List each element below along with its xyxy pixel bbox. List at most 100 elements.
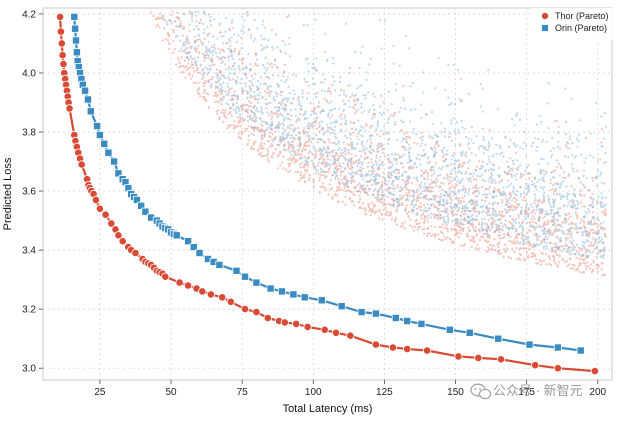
thor-pareto-point xyxy=(263,313,272,323)
axes: Total Latency (ms) Predicted Loss 25 50 75… xyxy=(2,9,607,415)
orin-pareto-point xyxy=(172,231,181,240)
thor-pareto-point xyxy=(553,364,563,373)
orin-pareto-point xyxy=(137,201,146,210)
x-tick-label: 175 xyxy=(518,387,535,398)
orin-pareto-point xyxy=(215,260,224,269)
x-tick-label: 150 xyxy=(447,387,464,398)
thor-pareto-point xyxy=(161,272,170,281)
thor-pareto-point xyxy=(388,343,397,352)
orin-pareto-point xyxy=(100,139,109,148)
thor-pareto-point xyxy=(59,59,68,69)
thor-pareto-point xyxy=(252,307,261,317)
orin-pareto-point xyxy=(289,290,298,299)
x-axis-title: Total Latency (ms) xyxy=(283,403,373,415)
orin-pareto-point xyxy=(232,266,241,275)
orin-pareto-point xyxy=(465,328,474,337)
thor-pareto-point xyxy=(240,304,250,314)
thor-pareto-point xyxy=(218,293,227,302)
x-tick-label: 100 xyxy=(305,387,322,398)
thor-pareto-point xyxy=(58,51,67,60)
orin-pareto-point xyxy=(81,86,90,95)
x-tick-label: 25 xyxy=(94,387,106,398)
background-samples xyxy=(150,10,608,277)
y-axis-title: Predicted Loss xyxy=(2,157,14,230)
orin-pareto-point xyxy=(240,272,249,281)
x-tick-label: 125 xyxy=(376,387,393,398)
orin-pareto-point xyxy=(417,319,426,328)
orin-pareto-point xyxy=(95,130,104,139)
legend-label-thor: Thor (Pareto) xyxy=(555,11,609,21)
thor-pareto-point xyxy=(422,346,432,355)
orin-pareto-point xyxy=(337,302,346,311)
x-tick-label: 50 xyxy=(165,387,177,398)
thor-pareto-point xyxy=(371,340,380,349)
thor-pareto-point xyxy=(292,319,301,328)
y-tick-label: 3.8 xyxy=(22,128,36,139)
orin-pareto-point xyxy=(72,48,81,57)
thor-pareto-point xyxy=(57,39,66,48)
x-tick-label: 75 xyxy=(237,387,249,398)
wechat-icon xyxy=(470,383,492,400)
watermark: 公众号 · 新智元 xyxy=(470,383,583,400)
thor-pareto-point xyxy=(56,27,66,36)
orin-pareto-point xyxy=(104,148,113,157)
thor-pareto-point xyxy=(118,237,127,246)
thor-pareto-point xyxy=(184,281,193,290)
thor-pareto-point xyxy=(280,318,289,327)
orin-pareto-point xyxy=(70,12,79,21)
watermark-text: 公众号 · 新智元 xyxy=(493,383,583,398)
orin-pareto-point xyxy=(132,195,141,204)
orin-pareto-point xyxy=(114,169,123,178)
thor-pareto-point xyxy=(107,219,116,228)
legend-marker-thor xyxy=(541,11,550,20)
orin-pareto-point xyxy=(110,157,119,166)
thor-pareto-point xyxy=(91,195,101,204)
orin-sample-cloud xyxy=(161,10,608,259)
orin-pareto-point xyxy=(84,95,93,104)
orin-pareto-point xyxy=(403,316,412,325)
thor-pareto-point xyxy=(65,104,74,113)
thor-pareto-point xyxy=(77,160,86,169)
orin-pareto-point xyxy=(391,313,400,322)
y-tick-label: 3.2 xyxy=(22,305,36,316)
thor-pareto-point xyxy=(454,352,463,361)
thor-sample-cloud xyxy=(150,10,607,277)
orin-pareto-point xyxy=(357,308,366,317)
orin-pareto-point xyxy=(71,24,80,33)
thor-pareto-point xyxy=(496,355,506,364)
orin-pareto-point xyxy=(553,343,562,352)
thor-pareto-point xyxy=(175,278,184,287)
orin-pareto-point xyxy=(189,243,198,252)
thor-pareto-point xyxy=(320,325,329,334)
thor-pareto-point xyxy=(474,353,483,362)
thor-pareto-point xyxy=(403,344,412,354)
legend-box xyxy=(532,8,628,40)
orin-pareto-point xyxy=(317,296,326,305)
y-tick-label: 3.4 xyxy=(22,246,36,257)
orin-pareto-point xyxy=(184,237,193,246)
y-tick-label: 4.2 xyxy=(22,9,36,20)
orin-pareto-point xyxy=(252,278,261,287)
pareto-series xyxy=(55,12,600,376)
thor-pareto-point xyxy=(206,290,215,299)
orin-pareto-point xyxy=(195,248,204,257)
orin-pareto-point xyxy=(525,340,534,349)
thor-pareto-point xyxy=(531,361,540,370)
x-tick-label: 200 xyxy=(589,387,606,398)
y-tick-label: 3.6 xyxy=(22,187,36,198)
orin-pareto-point xyxy=(576,346,585,355)
thor-pareto-point xyxy=(226,297,235,306)
thor-pareto-point xyxy=(331,328,341,337)
orin-pareto-line xyxy=(73,16,581,352)
orin-pareto-point xyxy=(494,334,503,343)
orin-pareto-point xyxy=(141,207,150,216)
legend: Thor (Pareto) Orin (Pareto) xyxy=(532,8,628,40)
orin-pareto-point xyxy=(445,325,454,334)
legend-label-orin: Orin (Pareto) xyxy=(555,23,607,33)
thor-pareto-point xyxy=(55,12,65,21)
y-tick-label: 3.0 xyxy=(22,364,36,375)
thor-pareto-point xyxy=(303,322,312,331)
thor-pareto-point xyxy=(114,231,123,240)
